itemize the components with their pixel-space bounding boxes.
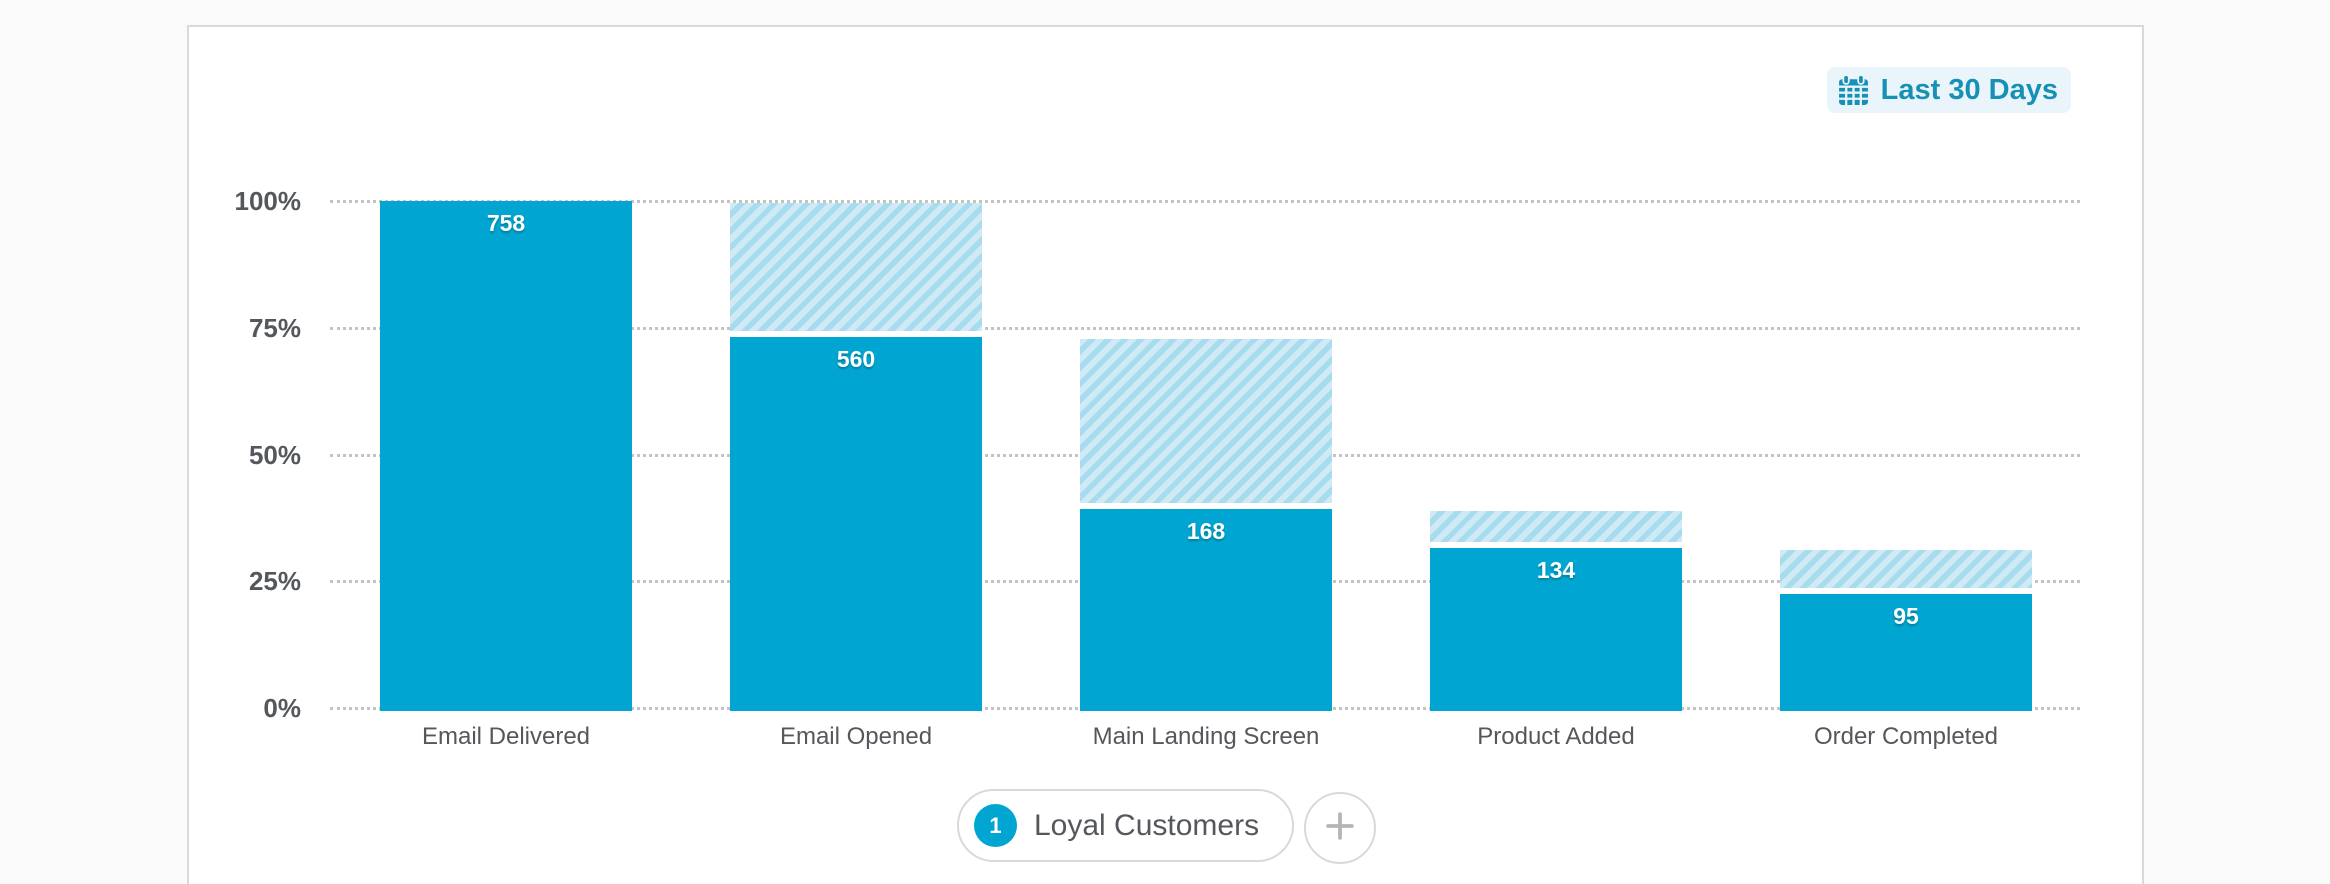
bar-dropoff-segment-order-completed[interactable] xyxy=(1780,549,2032,588)
bar-product-added[interactable] xyxy=(1430,547,1682,711)
bar-dropoff-segment-product-added[interactable] xyxy=(1430,511,1682,542)
gridline-75% xyxy=(330,326,2080,330)
funnel-chart: 100% 75% 50% 25% 0% 758 Email Delivered 560 Emai… xyxy=(189,27,2142,884)
bar-main-landing-screen[interactable] xyxy=(1080,509,1332,711)
gridline-100% xyxy=(330,200,2080,203)
segment-index-badge: 1 xyxy=(974,804,1017,847)
date-range-label: Last 30 Days xyxy=(1880,73,2058,106)
x-axis-label-email-delivered: Email Delivered xyxy=(421,723,591,750)
calendar-icon xyxy=(1837,73,1870,107)
plus-icon xyxy=(1321,807,1359,850)
bar-email-opened[interactable] xyxy=(730,336,982,711)
add-segment-button[interactable] xyxy=(1304,792,1376,864)
bar-dropoff-segment-email-opened[interactable] xyxy=(730,203,982,331)
y-axis-tick-label: 0% xyxy=(263,693,301,723)
segment-chip-label: Loyal Customers xyxy=(1034,808,1260,842)
funnel-card: Last 30 Days 100% 75% 50% 25% 0% 758 Email Del… xyxy=(187,25,2144,884)
x-axis-label-order-completed: Order Completed xyxy=(1813,723,1999,750)
x-axis-label-email-opened: Email Opened xyxy=(779,723,933,750)
y-axis-tick-label: 25% xyxy=(248,566,301,597)
y-axis-tick-label: 100% xyxy=(234,186,302,216)
bar-order-completed[interactable] xyxy=(1780,593,2032,711)
y-axis-tick-label: 75% xyxy=(248,312,301,343)
x-axis-label-product-added: Product Added xyxy=(1477,723,1635,750)
bar-email-delivered[interactable] xyxy=(380,201,632,711)
segment-chip-loyal-customers[interactable]: 1 Loyal Customers xyxy=(957,789,1295,862)
x-axis-label-main-landing-screen: Main Landing Screen xyxy=(1092,723,1320,750)
bar-dropoff-segment-main-landing-screen[interactable] xyxy=(1080,338,1332,504)
date-range-button[interactable]: Last 30 Days xyxy=(1826,67,2071,113)
y-axis-tick-label: 50% xyxy=(248,439,301,470)
